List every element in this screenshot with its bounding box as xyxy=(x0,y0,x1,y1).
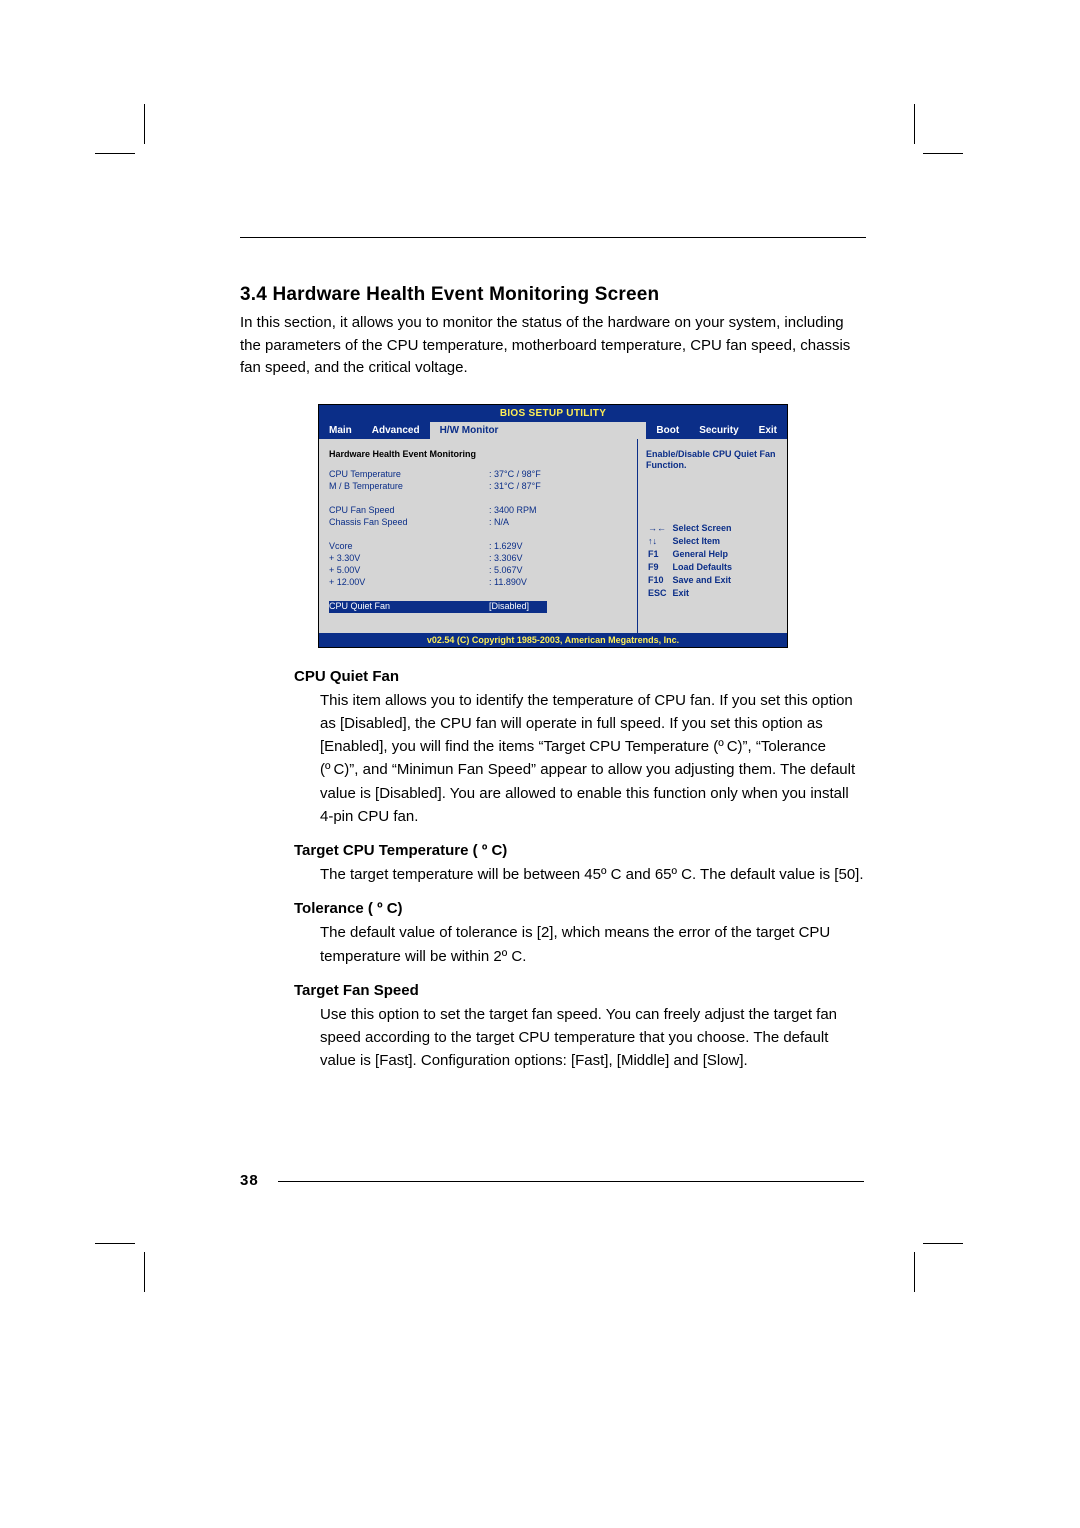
content-area: 3.4 Hardware Health Event Monitoring Scr… xyxy=(240,237,866,1073)
intro-paragraph: In this section, it allows you to monito… xyxy=(240,312,866,380)
bios-row: Chassis Fan Speed: N/A xyxy=(329,517,547,529)
page-number-rule xyxy=(278,1181,864,1182)
bios-tab: Boot xyxy=(646,422,689,439)
descriptions: CPU Quiet Fan This item allows you to ide… xyxy=(294,668,866,1073)
bios-right-pane: Enable/Disable CPU Quiet Fan Function. →… xyxy=(637,439,787,633)
bios-key-row: F10Save and Exit xyxy=(648,575,736,586)
page-number: 38 xyxy=(240,1172,259,1189)
desc-title: Target Fan Speed xyxy=(294,982,866,999)
bios-row: M / B Temperature: 31°C / 87°F xyxy=(329,481,547,493)
bios-keys-table: →←Select Screen ↑↓Select Item F1General He… xyxy=(646,521,738,601)
bios-hint: Enable/Disable CPU Quiet Fan Function. xyxy=(646,449,779,472)
bios-tabs: MainAdvancedH/W MonitorBootSecurityExit xyxy=(319,422,787,439)
bios-key-row: ↑↓Select Item xyxy=(648,536,736,547)
bios-row: + 3.30V: 3.306V xyxy=(329,553,547,565)
desc-body: This item allows you to identify the tem… xyxy=(320,689,866,829)
bios-footer: v02.54 (C) Copyright 1985-2003, American… xyxy=(319,633,787,647)
desc-body: The target temperature will be between 4… xyxy=(320,863,866,886)
bios-row: CPU Fan Speed: 3400 RPM xyxy=(329,505,547,517)
top-rule xyxy=(240,237,866,238)
bios-tab: Exit xyxy=(749,422,787,439)
bios-title: BIOS SETUP UTILITY xyxy=(319,405,787,422)
bios-row: Vcore: 1.629V xyxy=(329,541,547,553)
bios-key-row: →←Select Screen xyxy=(648,523,736,534)
desc-body: The default value of tolerance is [2], w… xyxy=(320,921,866,968)
page: 3.4 Hardware Health Event Monitoring Scr… xyxy=(0,0,1080,1528)
bios-key-row: F9Load Defaults xyxy=(648,562,736,573)
bios-row: + 5.00V: 5.067V xyxy=(329,565,547,577)
desc-title: Tolerance ( º C) xyxy=(294,900,866,917)
bios-left-pane: Hardware Health Event Monitoring CPU Tem… xyxy=(319,439,637,633)
bios-tab: H/W Monitor xyxy=(430,422,647,439)
desc-title: CPU Quiet Fan xyxy=(294,668,866,685)
bios-values-table: CPU Temperature: 37°C / 98°FM / B Temper… xyxy=(329,469,547,613)
desc-title: Target CPU Temperature ( º C) xyxy=(294,842,866,859)
bios-screenshot: BIOS SETUP UTILITY MainAdvancedH/W Monit… xyxy=(318,404,788,648)
bios-key-row: F1General Help xyxy=(648,549,736,560)
bios-row: + 12.00V: 11.890V xyxy=(329,577,547,589)
bios-subtitle: Hardware Health Event Monitoring xyxy=(329,449,627,459)
section-title: 3.4 Hardware Health Event Monitoring Scr… xyxy=(240,284,866,306)
desc-body: Use this option to set the target fan sp… xyxy=(320,1003,866,1073)
bios-tab: Main xyxy=(319,422,362,439)
bios-row: CPU Temperature: 37°C / 98°F xyxy=(329,469,547,481)
bios-tab: Advanced xyxy=(362,422,430,439)
bios-key-row: ESCExit xyxy=(648,588,736,599)
bios-row-highlight: CPU Quiet Fan[Disabled] xyxy=(329,601,547,613)
bios-tab: Security xyxy=(689,422,748,439)
